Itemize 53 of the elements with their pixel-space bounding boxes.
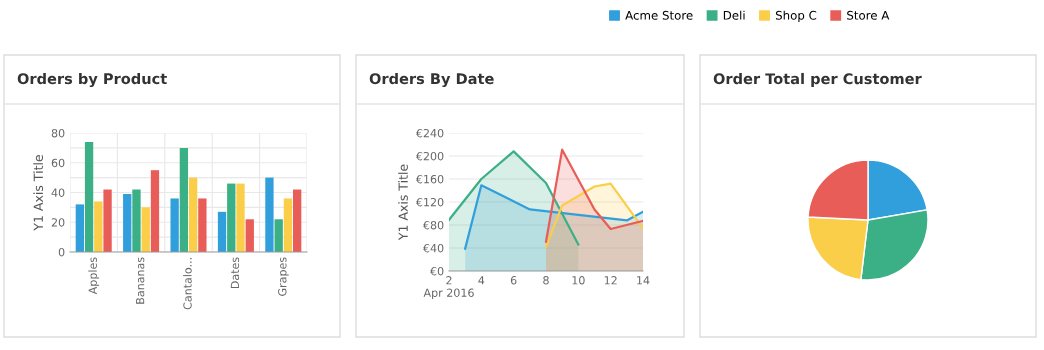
bar	[84, 141, 94, 252]
bar	[198, 198, 207, 252]
y-tick-label: €0	[430, 266, 444, 276]
bar	[75, 204, 84, 252]
chart-title: Orders by Product	[17, 72, 167, 88]
y-axis-title: Y1 Axis Title	[398, 164, 408, 241]
x-tick-label: 12	[604, 276, 617, 285]
bar	[265, 177, 274, 252]
y-tick-label: 80	[51, 128, 65, 138]
chart-title: Orders By Date	[369, 72, 494, 88]
x-tick-label: 8	[543, 276, 549, 285]
x-tick-label: Cantalo...	[183, 258, 192, 310]
y-tick-label: €200	[415, 151, 444, 161]
y-tick-label: 40	[51, 188, 65, 197]
legend-label: Store A	[847, 10, 890, 20]
bar	[170, 198, 179, 252]
x-tick-label: 6	[510, 276, 517, 285]
bar	[236, 183, 245, 252]
bar	[274, 219, 283, 252]
bar	[150, 170, 160, 252]
bar	[123, 193, 132, 252]
y-tick-label: 60	[51, 158, 65, 168]
y-tick-label: 20	[51, 218, 65, 227]
y-tick-label: €240	[415, 128, 444, 138]
legend-label: Shop C	[775, 10, 817, 23]
y-axis-title: Y1 Axis Title	[33, 155, 44, 231]
y-tick-label: €80	[422, 220, 444, 230]
x-tick-label: Bananas	[136, 257, 145, 304]
legend-label: Deli	[723, 10, 745, 20]
bar	[103, 189, 112, 252]
bar	[217, 211, 227, 252]
bar	[188, 177, 198, 252]
bar	[179, 147, 189, 252]
bar	[283, 198, 293, 252]
x-tick-label: Apples	[88, 257, 100, 295]
x-tick-label: 10	[572, 276, 585, 285]
bar	[141, 207, 150, 252]
bar	[293, 189, 302, 252]
y-tick-label: €40	[422, 243, 444, 253]
y-tick-label: €120	[415, 197, 444, 207]
bar	[94, 201, 103, 252]
y-tick-label: €160	[415, 174, 444, 184]
x-tick-label: 14	[637, 276, 650, 285]
x-tick-label: Grapes	[278, 257, 289, 296]
legend-label: Acme Store	[625, 10, 693, 20]
x-tick-label: 4	[478, 276, 485, 285]
bar	[245, 219, 254, 252]
y-tick-label: 0	[58, 247, 65, 257]
bar	[227, 183, 236, 252]
x-tick-label: Dates	[230, 257, 240, 289]
bar	[132, 189, 141, 252]
x-tick-label: 2 Apr 2016	[423, 276, 474, 300]
chart-title: Order Total per Customer	[713, 72, 922, 88]
